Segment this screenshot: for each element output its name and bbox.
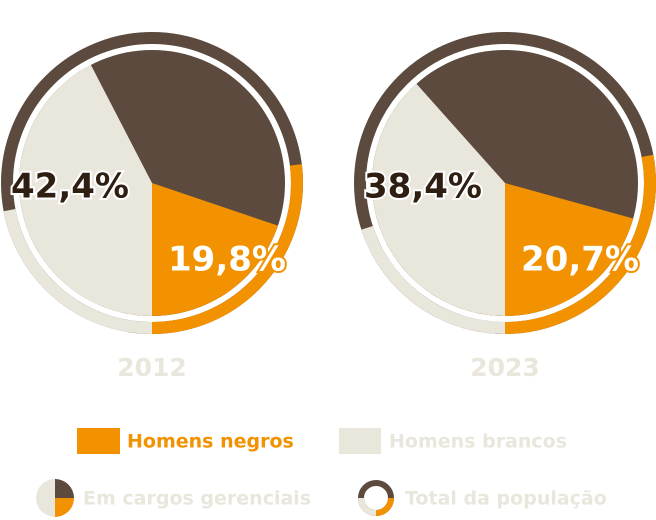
value-label: 20,7%: [521, 240, 639, 280]
pie-slice: [19, 64, 152, 316]
pie-slice: [152, 183, 278, 316]
ring-segment: [151, 164, 303, 334]
pie-slice: [505, 183, 634, 316]
legend-label: Total da população: [405, 488, 607, 510]
ring-segment: [361, 225, 506, 334]
legend-label: Homens brancos: [389, 431, 567, 453]
pie-slice: [371, 83, 505, 316]
legend-label: Homens negros: [127, 431, 294, 453]
legend-label: Em cargos gerenciais: [83, 488, 311, 510]
legend-swatch: [339, 428, 381, 454]
ring-segment: [3, 209, 153, 334]
value-label: 38,4%: [364, 167, 482, 207]
value-label: 19,8%: [168, 240, 286, 280]
chart-title: 2023: [470, 353, 540, 382]
legend: Homens negros Homens brancos Em cargos g…: [36, 428, 607, 517]
value-label: 42,4%: [11, 167, 129, 207]
legend-swatch: [77, 428, 120, 454]
chart-title: 2012: [117, 353, 187, 382]
ring-segment: [504, 154, 656, 334]
outer-icon: [358, 480, 394, 516]
inner-icon: [36, 479, 74, 517]
